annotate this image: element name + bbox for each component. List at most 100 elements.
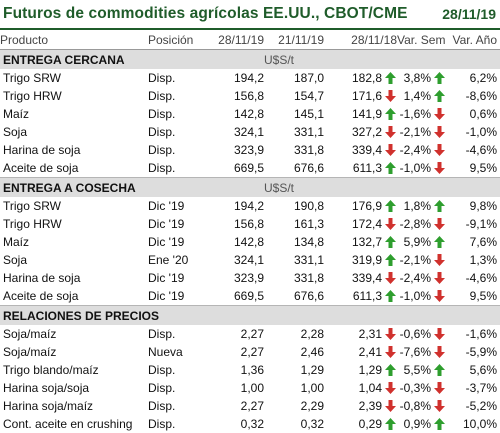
year-ago-price-cell: 141,9 [324, 105, 397, 123]
table-row: Soja Ene '20 324,1 331,1 319,9 -2,1% 1,3% [0, 251, 500, 269]
product-cell: Aceite de soja [3, 161, 79, 175]
year-ago-price-cell: 319,9 [324, 251, 397, 269]
week-change-value: -0,8% [399, 399, 431, 413]
table-row: Trigo SRW Disp. 194,2 187,0 182,8 3,8% 6,2% [0, 69, 500, 87]
arrow-up-icon [384, 200, 397, 212]
position-cell: Dic '19 [148, 235, 185, 249]
position-cell: Nueva [148, 345, 183, 359]
week-change-cell: 5,9% [397, 233, 446, 251]
week-ago-price-cell: 134,8 [293, 235, 324, 249]
section-header-row: ENTREGA A COSECHA U$S/t [0, 177, 500, 197]
current-price-cell: 194,2 [233, 199, 264, 213]
arrow-up-icon [433, 72, 446, 84]
col-header-week-ago: 21/11/19 [264, 30, 324, 50]
week-ago-price-cell: 2,28 [300, 327, 324, 341]
year-change-cell: -4,6% [465, 271, 497, 285]
arrow-up-icon [384, 254, 397, 266]
current-price-cell: 2,27 [240, 327, 264, 341]
current-price-cell: 1,36 [240, 363, 264, 377]
week-change-cell: -2,8% [397, 215, 446, 233]
week-change-value: -0,3% [399, 381, 431, 395]
week-change-value: -1,6% [399, 107, 431, 121]
year-ago-price-cell: 2,31 [324, 325, 397, 343]
arrow-down-icon [384, 144, 397, 156]
year-ago-price-value: 339,4 [351, 143, 382, 157]
table-row: Trigo SRW Dic '19 194,2 190,8 176,9 1,8% 9,8% [0, 197, 500, 215]
arrow-up-icon [384, 290, 397, 302]
arrow-up-icon [384, 364, 397, 376]
year-ago-price-value: 171,6 [351, 89, 382, 103]
week-ago-price-cell: 676,6 [293, 289, 324, 303]
week-change-cell: -2,1% [397, 251, 446, 269]
arrow-down-icon [433, 400, 446, 412]
week-ago-price-cell: 187,0 [293, 71, 324, 85]
year-change-cell: -4,6% [465, 143, 497, 157]
week-change-value: -1,0% [399, 161, 431, 175]
week-ago-price-cell: 676,6 [293, 161, 324, 175]
week-change-cell: 0,9% [397, 415, 446, 433]
position-cell: Disp. [148, 327, 176, 341]
year-ago-price-cell: 0,29 [324, 415, 397, 433]
current-price-cell: 2,27 [240, 399, 264, 413]
position-cell: Dic '19 [148, 289, 185, 303]
week-change-cell: 5,5% [397, 361, 446, 379]
table-row: Harina de soja Dic '19 323,9 331,8 339,4 -2,4… [0, 269, 500, 287]
week-ago-price-cell: 1,00 [300, 381, 324, 395]
year-ago-price-value: 339,4 [351, 271, 382, 285]
current-price-cell: 324,1 [233, 125, 264, 139]
year-change-cell: 9,8% [469, 199, 497, 213]
product-cell: Trigo blando/maíz [3, 363, 99, 377]
week-change-value: 5,9% [403, 235, 431, 249]
product-cell: Soja [3, 253, 28, 267]
arrow-down-icon [384, 382, 397, 394]
arrow-up-icon [384, 108, 397, 120]
year-change-cell: 9,5% [469, 289, 497, 303]
week-ago-price-cell: 1,29 [300, 363, 324, 377]
product-cell: Trigo HRW [3, 217, 62, 231]
year-ago-price-cell: 2,41 [324, 343, 397, 361]
year-ago-price-value: 2,31 [358, 327, 382, 341]
year-ago-price-cell: 1,29 [324, 361, 397, 379]
arrow-up-icon [384, 162, 397, 174]
week-ago-price-cell: 2,29 [300, 399, 324, 413]
col-header-year-ago: 28/11/18 [324, 30, 397, 50]
title-bar: Futuros de commodities agrícolas EE.UU.,… [0, 0, 500, 30]
table-row: Harina de soja Disp. 323,9 331,8 339,4 -2,4% -… [0, 141, 500, 159]
week-change-value: -0,6% [399, 327, 431, 341]
position-cell: Disp. [148, 143, 176, 157]
futures-table: Producto Posición 28/11/19 21/11/19 28/1… [0, 30, 500, 433]
arrow-down-icon [384, 126, 397, 138]
arrow-down-icon [433, 108, 446, 120]
year-change-cell: 7,6% [469, 235, 497, 249]
week-change-cell: 1,8% [397, 197, 446, 215]
year-change-cell: -5,9% [465, 345, 497, 359]
year-ago-price-value: 172,4 [351, 217, 382, 231]
table-header-row: Producto Posición 28/11/19 21/11/19 28/1… [0, 30, 500, 50]
section-title: RELACIONES DE PRECIOS [0, 305, 264, 325]
table-row: Maíz Dic '19 142,8 134,8 132,7 5,9% 7,6% [0, 233, 500, 251]
table-row: Harina soja/soja Disp. 1,00 1,00 1,04 -0,3% -3… [0, 379, 500, 397]
year-ago-price-value: 327,2 [351, 125, 382, 139]
current-price-cell: 324,1 [233, 253, 264, 267]
position-cell: Disp. [148, 363, 176, 377]
year-ago-price-cell: 172,4 [324, 215, 397, 233]
week-change-value: -2,4% [399, 271, 431, 285]
section-title: ENTREGA CERCANA [0, 49, 264, 69]
current-price-cell: 2,27 [240, 345, 264, 359]
week-change-value: -7,6% [399, 345, 431, 359]
table-row: Aceite de soja Disp. 669,5 676,6 611,3 -1,0% 9… [0, 159, 500, 178]
table-row: Trigo HRW Dic '19 156,8 161,3 172,4 -2,8% -9,1… [0, 215, 500, 233]
position-cell: Disp. [148, 417, 176, 431]
year-ago-price-cell: 1,04 [324, 379, 397, 397]
col-header-year-change: Var. Año [446, 30, 500, 50]
year-change-cell: -3,7% [465, 381, 497, 395]
product-cell: Harina soja/soja [3, 381, 90, 395]
week-change-value: 3,8% [403, 71, 431, 85]
arrow-down-icon [433, 254, 446, 266]
position-cell: Disp. [148, 107, 176, 121]
year-change-cell: 10,0% [462, 417, 497, 431]
year-change-cell: 6,2% [469, 71, 497, 85]
table-row: Soja/maíz Nueva 2,27 2,46 2,41 -7,6% -5,9% [0, 343, 500, 361]
arrow-down-icon [433, 346, 446, 358]
col-header-product: Producto [0, 30, 148, 50]
